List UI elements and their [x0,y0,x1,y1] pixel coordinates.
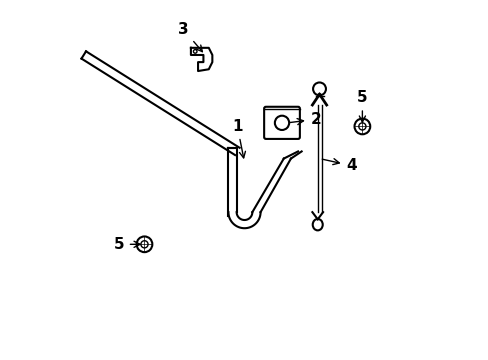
Text: 2: 2 [289,112,321,127]
Text: 1: 1 [232,119,245,158]
Text: 3: 3 [178,22,202,52]
Text: 5: 5 [356,90,367,122]
Text: 4: 4 [322,158,356,173]
Text: 5: 5 [114,237,140,252]
